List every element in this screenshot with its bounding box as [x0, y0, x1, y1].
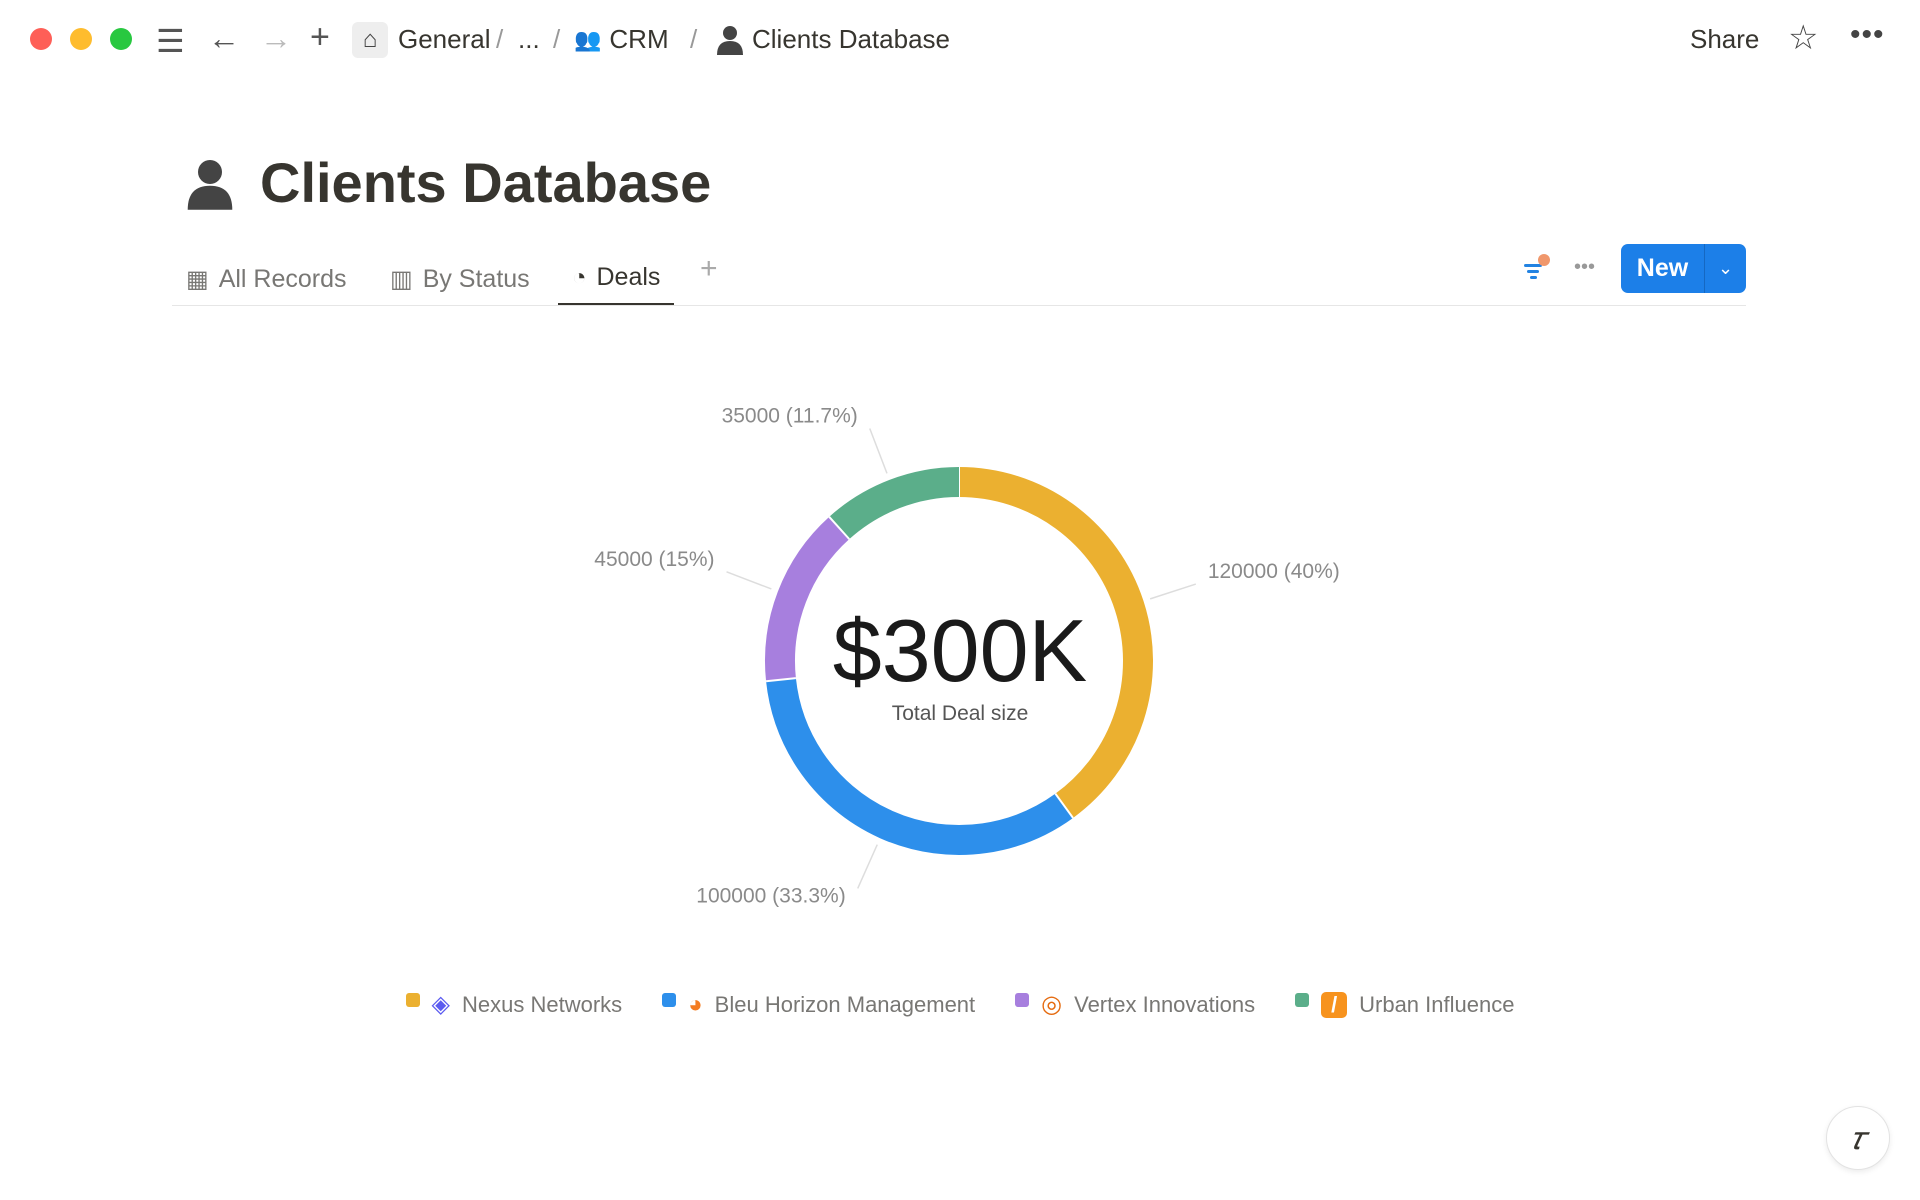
slice-data-label: 45000 (15%) [594, 548, 714, 571]
filter-icon[interactable] [1520, 254, 1550, 284]
label-leader-line [1149, 583, 1197, 600]
home-icon[interactable]: ⌂ [352, 22, 388, 58]
breadcrumb-clients-database[interactable]: Clients Database [716, 24, 950, 55]
breadcrumb-general[interactable]: General [398, 24, 491, 55]
tab-by-status[interactable]: ▥ By Status [390, 252, 530, 306]
add-view-icon[interactable]: + [700, 252, 718, 285]
legend-label: Bleu Horizon Management [714, 991, 976, 1017]
donut-slice[interactable] [766, 678, 1074, 855]
person-icon [717, 25, 743, 55]
breadcrumb-label: General [398, 24, 491, 54]
chart-center-value: $300K [832, 601, 1088, 700]
legend-item[interactable]: ◈ Nexus Networks [405, 990, 623, 1019]
legend-item[interactable]: ◎ Vertex Innovations [1015, 990, 1255, 1019]
slice-separator [765, 677, 797, 683]
legend-swatch [1295, 992, 1310, 1007]
new-dropdown-chevron-icon[interactable]: ⌄ [1704, 244, 1746, 293]
page-title: Clients Database [260, 151, 712, 214]
tabs-divider [172, 305, 1746, 306]
slice-data-label: 100000 (33.3%) [696, 884, 845, 907]
ai-assistant-button[interactable]: 𝜏 [1826, 1106, 1890, 1170]
minimize-window-button[interactable] [70, 28, 92, 50]
legend-swatch [662, 992, 677, 1007]
legend-swatch [1015, 992, 1030, 1007]
label-leader-line [869, 428, 888, 474]
table-icon: ▦ [186, 265, 209, 293]
breadcrumb-label: CRM [609, 24, 669, 54]
chart-center-label: Total Deal size [891, 702, 1029, 725]
share-button[interactable]: Share [1690, 24, 1760, 54]
legend-swatch [405, 992, 420, 1007]
legend-label: Vertex Innovations [1074, 991, 1256, 1017]
pie-chart-icon: ◔ [572, 263, 587, 291]
tab-all-records[interactable]: ▦ All Records [186, 252, 347, 306]
star-icon[interactable]: ☆ [1788, 19, 1819, 57]
new-button-group: New ⌄ [1621, 244, 1746, 293]
breadcrumb-crm[interactable]: 👥 CRM [574, 24, 669, 55]
legend-item[interactable]: ◕ Bleu Horizon Management [662, 990, 975, 1019]
legend-label: Urban Influence [1359, 991, 1515, 1017]
bleu-horizon-logo-icon: ◕ [688, 990, 703, 1018]
slice-data-label: 35000 (11.7%) [722, 405, 858, 428]
breadcrumb-separator: / [690, 24, 698, 54]
slice-data-label: 120000 (40%) [1208, 560, 1340, 583]
donut-slice[interactable] [765, 516, 850, 682]
board-icon: ▥ [390, 265, 413, 293]
maximize-window-button[interactable] [110, 28, 132, 50]
legend-label: Nexus Networks [462, 991, 623, 1017]
vertex-logo-icon: ◎ [1041, 991, 1063, 1018]
breadcrumb-label: ... [518, 24, 540, 54]
chart-legend: ◈ Nexus Networks ◕ Bleu Horizon Management… [0, 990, 1920, 1019]
breadcrumb-separator: / [496, 24, 504, 54]
urban-influence-logo-icon: / [1321, 991, 1348, 1018]
more-options-icon[interactable]: ••• [1850, 18, 1885, 51]
nexus-logo-icon: ◈ [431, 991, 451, 1018]
back-arrow-icon[interactable]: ← [208, 20, 240, 56]
close-window-button[interactable] [30, 28, 52, 50]
view-options-icon[interactable]: ••• [1574, 256, 1596, 278]
add-page-icon[interactable]: + [310, 18, 330, 56]
tab-label: Deals [596, 263, 661, 291]
breadcrumb-separator: / [553, 24, 561, 54]
forward-arrow-icon[interactable]: → [260, 20, 292, 56]
donut-slice[interactable] [829, 467, 960, 540]
page-person-icon [187, 160, 233, 210]
legend-item[interactable]: / Urban Influence [1295, 990, 1514, 1019]
label-leader-line [726, 571, 772, 590]
tab-deals[interactable]: ◔ Deals [558, 252, 675, 306]
menu-icon[interactable]: ☰ [156, 23, 185, 59]
tab-label: All Records [218, 264, 347, 293]
breadcrumb-ellipsis[interactable]: ... [518, 24, 540, 55]
tab-label: By Status [422, 264, 530, 293]
breadcrumb-label: Clients Database [752, 24, 950, 54]
people-icon: 👥 [574, 26, 602, 52]
label-leader-line [857, 844, 878, 889]
slice-separator [828, 516, 851, 540]
new-button[interactable]: New [1636, 254, 1689, 282]
donut-slice[interactable] [958, 467, 1153, 818]
slice-separator [1054, 793, 1074, 819]
